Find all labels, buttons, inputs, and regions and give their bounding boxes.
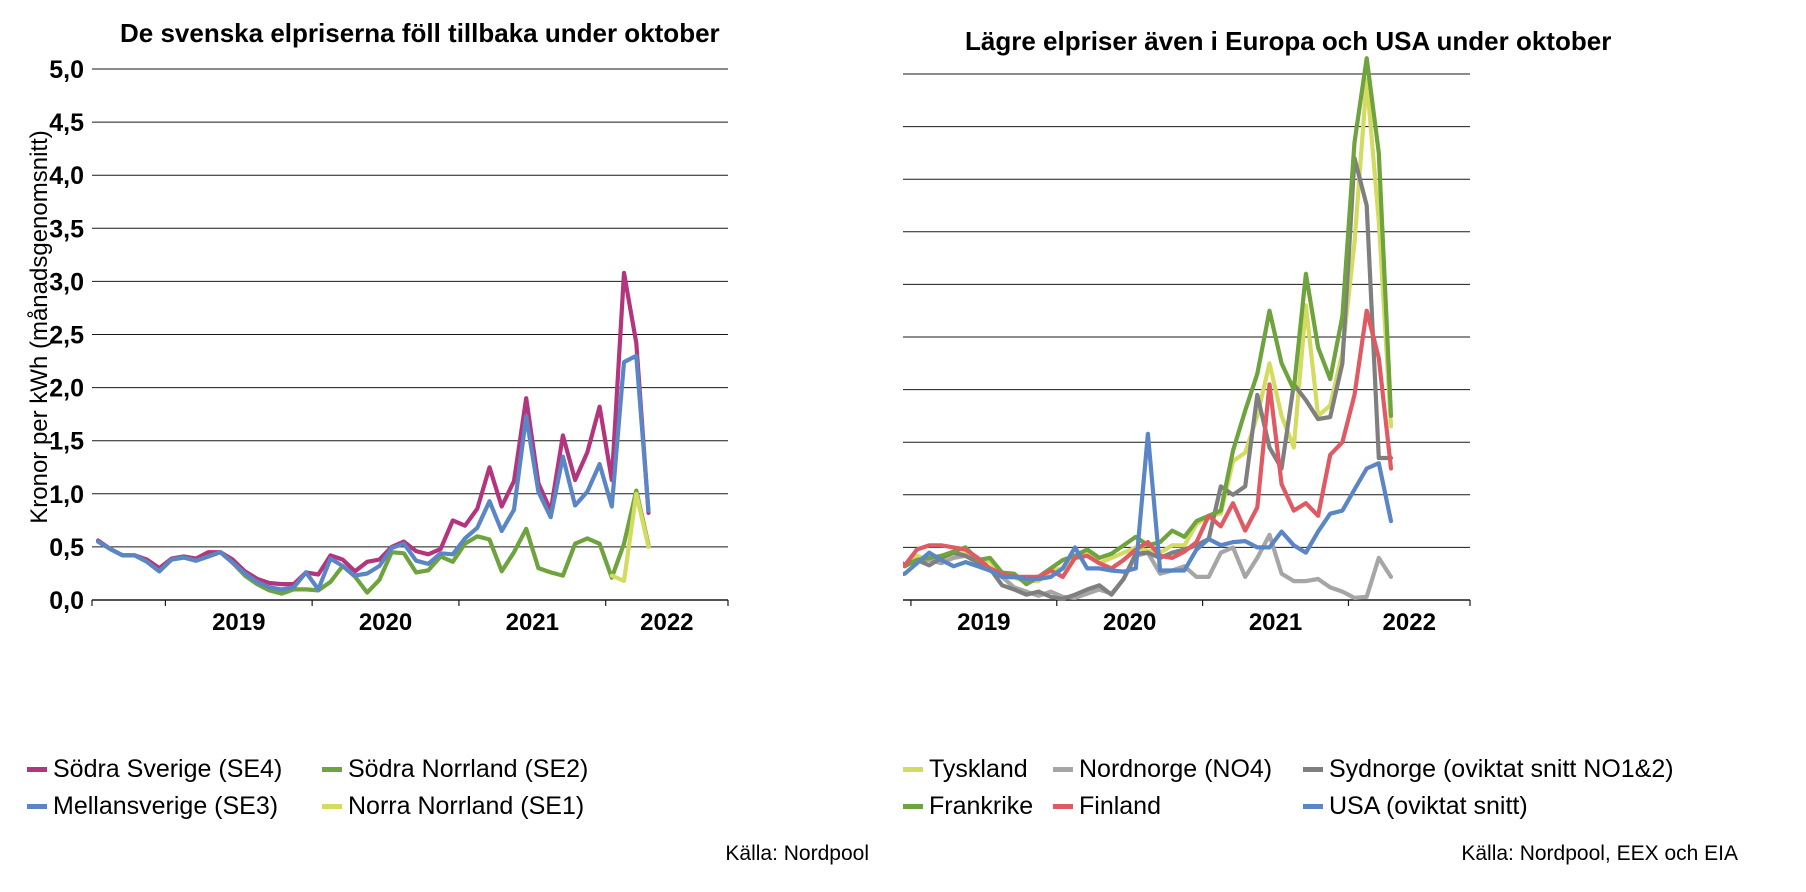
legend-swatch-us: [1303, 804, 1323, 809]
legend-label-no12: Sydnorge (oviktat snitt NO1&2): [1329, 755, 1674, 783]
chart-panel-sweden: De svenska elpriserna föll tillbaka unde…: [26, 18, 869, 865]
y-axis-title: Kronor per kWh (månadsgenomsnitt): [26, 130, 53, 524]
chart-plot-sweden: 0,0 0,5 1,0 1,5 2,0 2,5 3,0 3,5 4,0 4,5 5,0 2019 202…: [26, 56, 729, 636]
legend-item-se2: Södra Norrland (SE2): [322, 755, 588, 784]
y-tick-label: 0,0: [49, 587, 84, 615]
legend-label-fr: Frankrike: [929, 792, 1034, 820]
y-tick-label: 4,0: [49, 162, 84, 190]
x-tick-label: 2022: [640, 609, 693, 636]
series-line-fr: [903, 56, 1394, 587]
legend-swatch-de: [903, 767, 923, 772]
legend-swatch-se1: [322, 804, 342, 809]
y-tick-label: 1,5: [49, 428, 84, 456]
legend-item-se1: Norra Norrland (SE1): [322, 792, 584, 821]
legend-item-se4: Södra Sverige (SE4): [27, 755, 282, 784]
legend-swatch-no4: [1053, 767, 1073, 772]
legend-label-fi: Finland: [1079, 792, 1161, 820]
chart-title: De svenska elpriserna föll tillbaka unde…: [120, 18, 720, 48]
legend-swatch-no12: [1303, 767, 1323, 772]
legend-swatch-se3: [27, 804, 47, 809]
series-line-se2: [95, 488, 651, 596]
x-tick-label: 2022: [1383, 609, 1436, 636]
legend-item-de: Tyskland: [903, 755, 1028, 784]
legend-swatch-se4: [27, 767, 47, 772]
legend-item-us: USA (oviktat snitt): [1303, 792, 1528, 821]
legend-swatch-se2: [322, 767, 342, 772]
series-line-de: [903, 77, 1394, 584]
series-line-no12: [903, 156, 1394, 602]
legend-label-se2: Södra Norrland (SE2): [348, 755, 589, 783]
series-line-se4: [95, 270, 651, 587]
x-tick-label: 2019: [212, 609, 265, 636]
legend-item-no12: Sydnorge (oviktat snitt NO1&2): [1303, 755, 1674, 784]
chart-panel-europe-usa: Lägre elpriser även i Europa och USA und…: [903, 0, 1806, 892]
legend-label-us: USA (oviktat snitt): [1329, 792, 1528, 820]
y-tick-label: 4,5: [49, 109, 84, 137]
legend-item-fi: Finland: [1053, 792, 1161, 821]
series-line-se3: [95, 353, 651, 592]
chart-source: Källa: Nordpool: [725, 842, 869, 865]
legend-item-se3: Mellansverige (SE3): [27, 792, 278, 821]
legend-swatch-fr: [903, 804, 923, 809]
y-tick-label: 3,5: [49, 215, 84, 243]
legend-swatch-fi: [1053, 804, 1073, 809]
legend-label-se1: Norra Norrland (SE1): [348, 792, 585, 820]
x-tick-label: 2021: [506, 609, 559, 636]
y-tick-label: 2,0: [49, 375, 84, 403]
chart-title: Lägre elpriser även i Europa och USA und…: [965, 26, 1612, 56]
series-line-se1: [609, 491, 651, 584]
legend-item-no4: Nordnorge (NO4): [1053, 755, 1272, 784]
x-tick-label: 2019: [957, 609, 1010, 636]
legend-item-fr: Frankrike: [903, 792, 1033, 821]
legend-label-de: Tyskland: [929, 755, 1028, 783]
series-line-us: [903, 431, 1394, 582]
chart-plot-europe-usa: 0,00,51,01,52,02,53,03,54,04,55,02019202…: [903, 56, 1471, 636]
x-tick-label: 2020: [359, 609, 412, 636]
y-tick-label: 1,0: [49, 481, 84, 509]
legend-label-se3: Mellansverige (SE3): [53, 792, 279, 820]
x-tick-label: 2021: [1249, 609, 1302, 636]
y-tick-label: 2,5: [49, 322, 84, 350]
y-tick-label: 3,0: [49, 268, 84, 296]
y-tick-label: 5,0: [49, 56, 84, 84]
x-tick-label: 2020: [1103, 609, 1156, 636]
legend-label-no4: Nordnorge (NO4): [1079, 755, 1273, 783]
legend-label-se4: Södra Sverige (SE4): [53, 755, 283, 783]
y-tick-label: 0,5: [49, 534, 84, 562]
series-line-fi: [903, 308, 1394, 580]
chart-source: Källa: Nordpool, EEX och EIA: [1461, 842, 1738, 865]
